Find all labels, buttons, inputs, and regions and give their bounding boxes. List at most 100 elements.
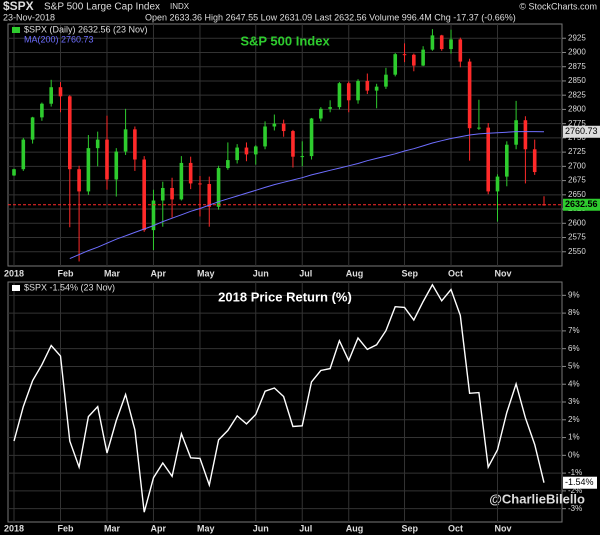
legend: $SPX -1.54% (23 Nov) — [24, 282, 115, 292]
y-tick-label: 2800 — [568, 105, 586, 114]
y-tick-label: 2775 — [568, 119, 586, 128]
y-tick-label: 9% — [568, 290, 580, 299]
candle-body — [412, 54, 416, 66]
y-tick-label: 6% — [568, 344, 580, 353]
candle-body — [67, 96, 72, 170]
ma-last-box — [563, 125, 600, 138]
x-tick-label: Nov — [495, 523, 512, 533]
candle-body — [105, 139, 109, 180]
candle-body — [467, 61, 472, 129]
y-tick-label: 2575 — [568, 233, 586, 242]
chart-title: S&P 500 Index — [240, 33, 330, 48]
y-tick-label: 2850 — [568, 76, 586, 85]
x-tick-label: Feb — [57, 268, 74, 278]
last-value-label: -1.54% — [565, 477, 594, 487]
candle-body — [114, 151, 119, 180]
x-tick-label: Oct — [448, 268, 463, 278]
index-name: S&P 500 Large Cap Index — [44, 2, 160, 13]
candle-body — [458, 39, 463, 62]
candle-body — [532, 149, 537, 173]
y-tick-label: 2675 — [568, 176, 586, 185]
y-tick-label: 7% — [568, 326, 580, 335]
candle-body — [281, 123, 286, 132]
candle-body — [123, 129, 128, 152]
series-line — [13, 283, 545, 513]
candle-body — [328, 107, 332, 109]
candle-body — [272, 123, 277, 127]
candle-body — [49, 87, 53, 104]
candle-body — [505, 144, 509, 177]
candle-body — [253, 146, 258, 155]
y-tick-label: -1% — [568, 468, 582, 477]
candle-body — [319, 108, 323, 119]
x-tick-label: Aug — [346, 523, 364, 533]
candle-body — [523, 120, 528, 150]
y-tick-label: 2925 — [568, 33, 586, 42]
candle-body — [179, 162, 184, 200]
y-tick-label: 5% — [568, 362, 580, 371]
candle-body — [244, 147, 249, 155]
x-tick-label: Feb — [57, 523, 74, 533]
x-tick-label: Aug — [346, 268, 364, 278]
y-tick-label: 8% — [568, 308, 580, 317]
y-tick-label: 2725 — [568, 147, 586, 156]
x-tick-label: Oct — [448, 523, 463, 533]
candle-body — [365, 80, 370, 91]
y-tick-label: 3% — [568, 397, 580, 406]
last-price-label: 2632.56 — [565, 199, 598, 209]
candle-body — [514, 120, 518, 145]
candle-body — [393, 54, 398, 75]
y-tick-label: 0% — [568, 450, 580, 459]
legend-swatch — [12, 27, 20, 33]
x-tick-label: Sep — [402, 268, 419, 278]
source: © StockCharts.com — [519, 1, 597, 11]
candle-body — [40, 103, 44, 118]
candle-body — [430, 35, 435, 50]
candle-body — [374, 86, 379, 91]
last-price-box — [563, 198, 600, 211]
candle-body — [300, 156, 305, 158]
candle-body — [226, 160, 230, 169]
symbol: $SPX — [3, 0, 34, 13]
candle-body — [309, 118, 314, 157]
x-tick-label: Jul — [299, 268, 312, 278]
candle-body — [142, 159, 146, 231]
x-tick-label: May — [197, 523, 215, 533]
candle-body — [151, 200, 156, 231]
candle-body — [439, 35, 444, 50]
candle-body — [21, 139, 26, 170]
y-tick-label: 1% — [568, 433, 580, 442]
x-tick-label: Jun — [253, 523, 269, 533]
y-tick-label: 4% — [568, 379, 580, 388]
x-tick-label: Apr — [150, 268, 166, 278]
ma-last-label: 2760.73 — [565, 126, 598, 136]
y-tick-label: 2650 — [568, 190, 586, 199]
y-tick-label: 2825 — [568, 90, 586, 99]
x-tick-label: 2018 — [4, 268, 24, 278]
candle-body — [30, 117, 35, 140]
x-tick-label: Apr — [150, 523, 166, 533]
candle-body — [235, 147, 239, 161]
candle-body — [346, 83, 351, 101]
candle-body — [495, 176, 500, 192]
y-tick-label: -2% — [568, 486, 582, 495]
x-tick-label: Nov — [495, 268, 512, 278]
x-tick-label: Sep — [402, 523, 419, 533]
date: 23-Nov-2018 — [3, 12, 55, 22]
candle-body — [421, 49, 425, 66]
candle-body — [486, 127, 491, 192]
candle-body — [77, 169, 81, 192]
y-tick-label: 2600 — [568, 218, 586, 227]
candle-body — [449, 39, 453, 50]
legend: MA(200) 2760.73 — [24, 34, 94, 44]
candle-body — [198, 183, 202, 185]
x-tick-label: Mar — [104, 268, 121, 278]
y-tick-label: -3% — [568, 504, 582, 513]
x-tick-label: Mar — [104, 523, 121, 533]
panel-frame — [7, 23, 563, 267]
candle-body — [216, 168, 221, 207]
candle-body — [337, 83, 342, 108]
y-tick-label: 2900 — [568, 48, 586, 57]
